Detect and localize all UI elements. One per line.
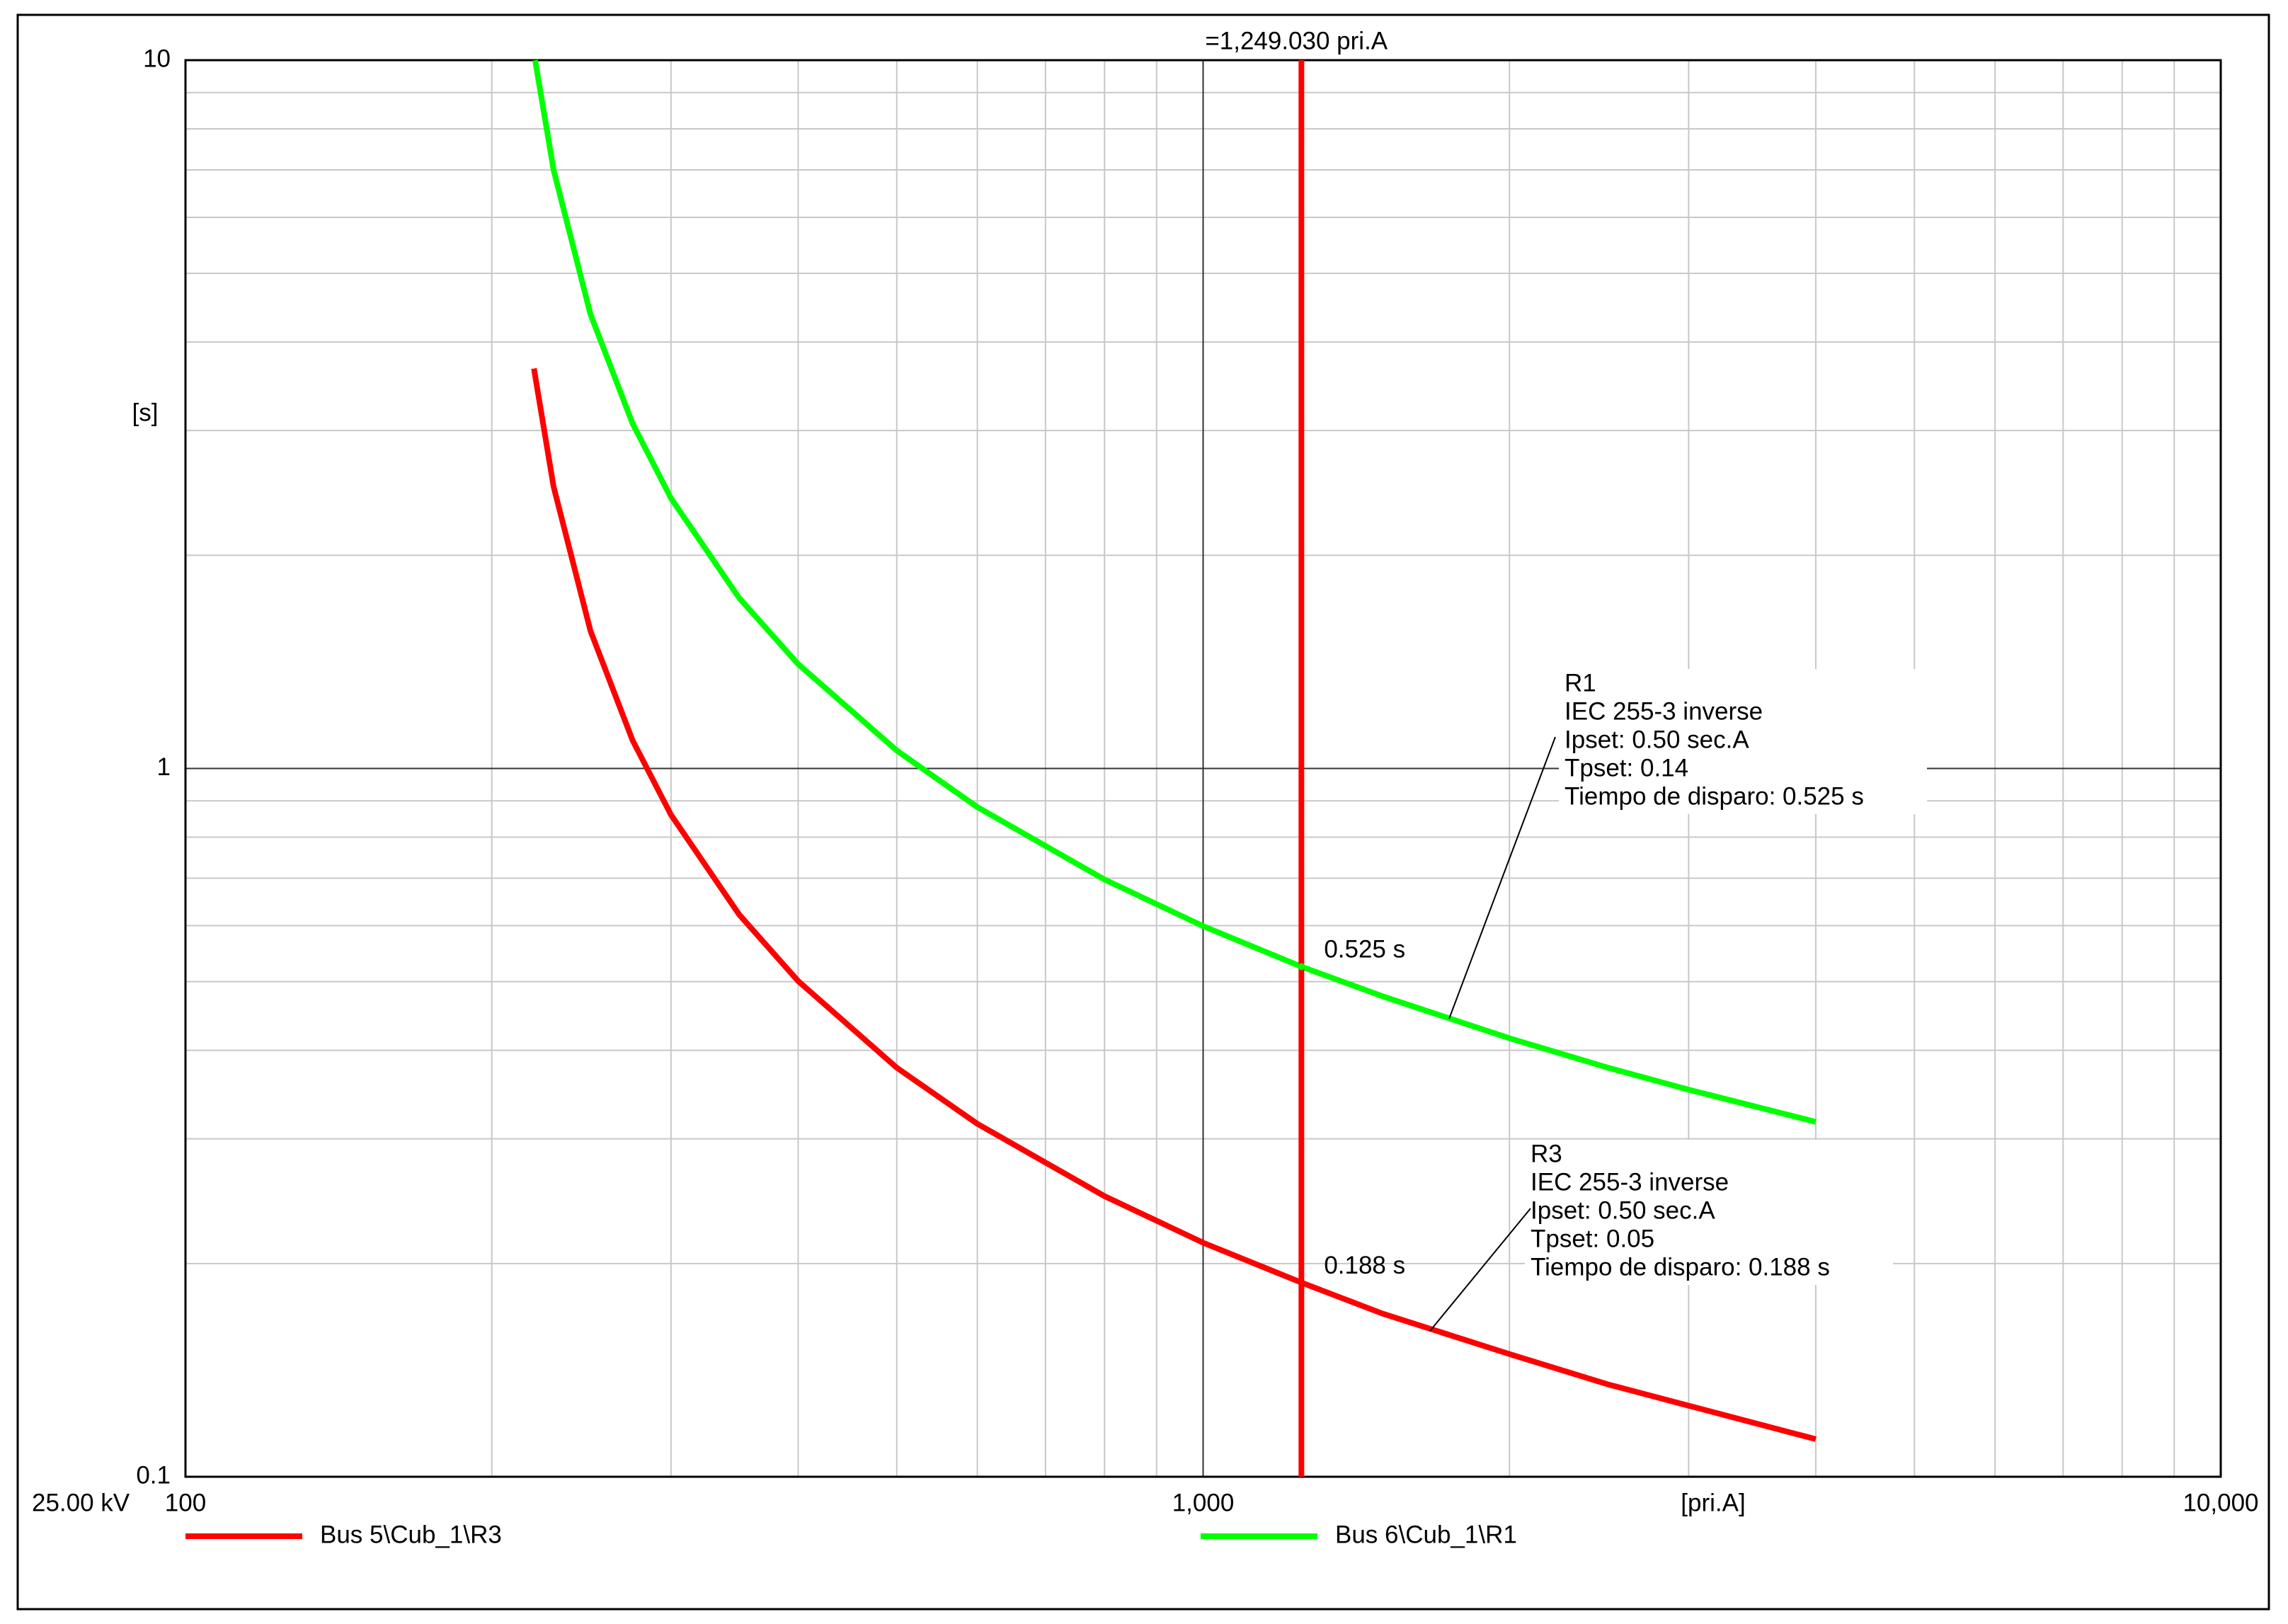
annotation-text: Tiempo de disparo: 0.525 s (1565, 782, 1864, 810)
crossing-point (1298, 963, 1305, 971)
outer-frame (16, 13, 2270, 1611)
annotation-text: IEC 255-3 inverse (1531, 1168, 1729, 1196)
curve (531, 367, 1817, 1442)
annotation-text: Tiempo de disparo: 0.188 s (1531, 1253, 1830, 1281)
marker-label: =1,249.030 pri.A (1205, 27, 1388, 55)
x-tick-label: 10,000 (2183, 1489, 2258, 1516)
annotation-text: Ipset: 0.50 sec.A (1531, 1196, 1715, 1224)
annotation-box (1525, 1140, 1893, 1285)
crossing-label: 0.525 s (1324, 936, 1405, 963)
marker-label-bg (1195, 27, 1408, 58)
annotation-text: R1 (1565, 669, 1596, 697)
annotation-leader (1429, 1208, 1531, 1332)
curve (532, 59, 1817, 1125)
y-tick-label: 0.1 (136, 1461, 171, 1489)
crossing-point (1298, 1279, 1305, 1286)
voltage-label: 25.00 kV (32, 1489, 130, 1516)
annotation-text: Ipset: 0.50 sec.A (1565, 726, 1749, 753)
plot-frame (184, 59, 2222, 1478)
annotation-text: R3 (1531, 1140, 1562, 1167)
legend-label: Bus 5\Cub_1\R3 (320, 1521, 502, 1548)
annotation-text: Tpset: 0.05 (1531, 1225, 1654, 1252)
y-tick-label: 1 (157, 753, 171, 781)
legend-label: Bus 6\Cub_1\R1 (1335, 1521, 1517, 1548)
y-tick-label: 10 (143, 45, 171, 72)
annotation-leader (1448, 736, 1556, 1019)
x-axis-label: [pri.A] (1681, 1489, 1745, 1516)
x-tick-label: 1,000 (1172, 1489, 1235, 1516)
annotation-box (1559, 669, 1927, 814)
y-axis-label: [s] (132, 399, 159, 426)
annotation-text: Tpset: 0.14 (1565, 754, 1688, 782)
crossing-label: 0.188 s (1324, 1252, 1405, 1279)
annotation-text: IEC 255-3 inverse (1565, 697, 1763, 725)
x-tick-label: 100 (165, 1489, 206, 1516)
